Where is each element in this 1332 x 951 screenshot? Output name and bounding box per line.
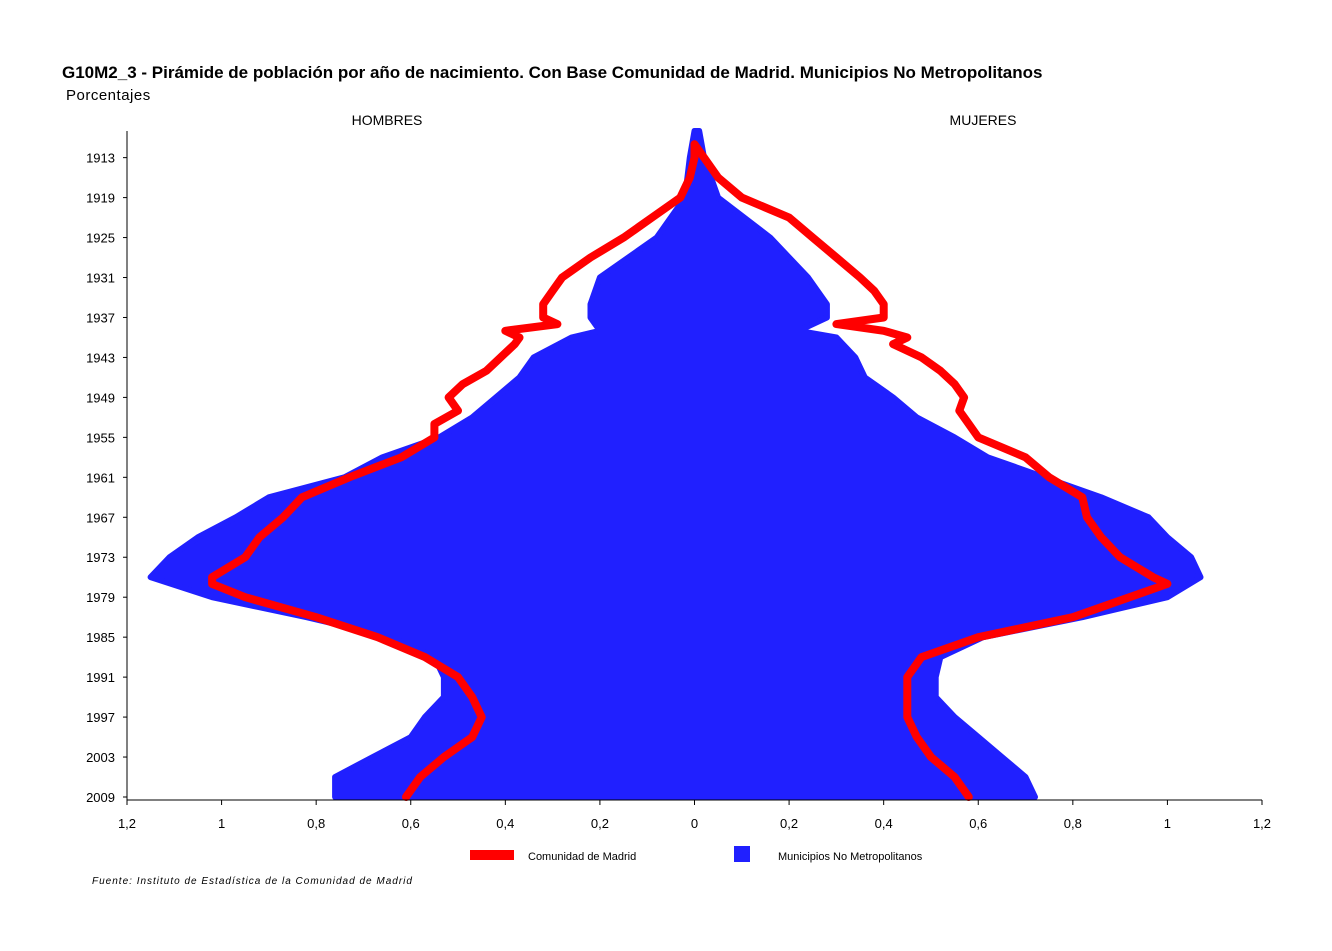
y-tick-label: 1955 [86,430,115,445]
axes: 1913 1919 1925 1931 1937 1943 1949 1955 1961 1967… [86,131,1271,831]
madrid-line-hombres [208,140,699,801]
y-tick-label: 1925 [86,231,115,246]
y-tick-label: 1997 [86,710,115,725]
madrid-line-mujeres [690,140,1172,801]
y-tick-label: 1919 [86,191,115,206]
y-tick-label: 1913 [86,151,115,166]
x-tick-label: 0,8 [1064,816,1082,831]
y-tick-label: 1973 [86,550,115,565]
y-tick-label: 1979 [86,590,115,605]
x-tick-label: 0,4 [875,816,893,831]
x-tick-label: 0,2 [591,816,609,831]
x-tick-label: 1,2 [1253,816,1271,831]
y-tick-label: 1931 [86,271,115,286]
legend-label-municipios: Municipios No Metropolitanos [778,851,923,863]
x-tick-label: 0,8 [307,816,325,831]
y-tick-label: 1967 [86,510,115,525]
x-tick-label: 1,2 [118,816,136,831]
x-tick-label: 0,6 [402,816,420,831]
legend-label-madrid: Comunidad de Madrid [528,851,636,863]
x-tick-label: 0,6 [969,816,987,831]
chart-title: G10M2_3 - Pirámide de población por año … [62,63,1043,82]
x-tick-label: 0,4 [496,816,514,831]
y-tick-label: 1937 [86,310,115,325]
municipios-series [147,128,1204,800]
y-tick-label: 1949 [86,390,115,405]
x-tick-label: 0,2 [780,816,798,831]
y-tick-label: 1961 [86,470,115,485]
hombres-label: HOMBRES [352,112,423,128]
mujeres-label: MUJERES [950,112,1017,128]
y-tick-label: 1991 [86,670,115,685]
x-tick-label: 0 [691,816,698,831]
madrid-series [208,140,1172,801]
legend-swatch-madrid [470,850,514,860]
legend-swatch-municipios [734,846,750,862]
y-tick-label: 1985 [86,630,115,645]
x-tick-label: 1 [218,816,225,831]
x-tick-label: 1 [1164,816,1171,831]
legend: Comunidad de Madrid Municipios No Metrop… [470,846,923,863]
y-tick-label: 2009 [86,790,115,805]
y-tick-label: 2003 [86,750,115,765]
chart-subtitle: Porcentajes [66,87,151,104]
source-note: Fuente: Instituto de Estadística de la C… [92,876,413,887]
municipios-pyramid [147,128,1204,800]
y-tick-label: 1943 [86,350,115,365]
